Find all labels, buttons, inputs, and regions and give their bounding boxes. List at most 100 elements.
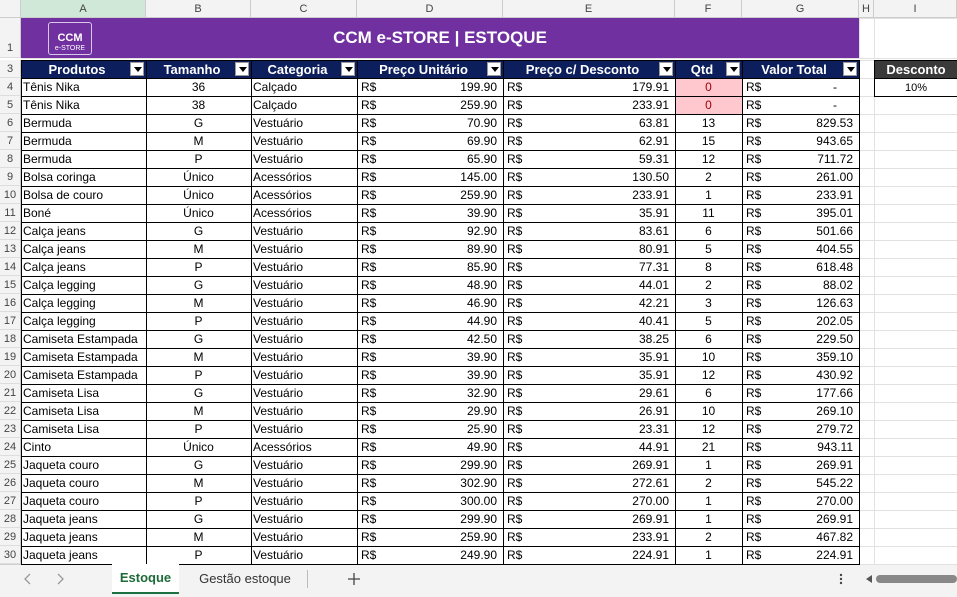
filter-button[interactable] [130, 62, 144, 76]
column-header[interactable]: C [251, 0, 357, 18]
cell-value: G [193, 332, 204, 346]
currency: R$ [746, 314, 762, 328]
cell-value: 2 [705, 278, 712, 292]
column-header[interactable]: G [742, 0, 859, 18]
currency: R$ [361, 422, 377, 436]
row-header[interactable]: 16 [0, 294, 21, 312]
sheet-tab[interactable]: Estoque [112, 564, 179, 594]
filter-button[interactable] [843, 62, 857, 76]
currency: R$ [361, 224, 377, 238]
row-header[interactable]: 7 [0, 132, 21, 150]
row-header[interactable]: 23 [0, 420, 21, 438]
row-header[interactable]: 13 [0, 240, 21, 258]
column-header[interactable]: B [146, 0, 251, 18]
currency: R$ [507, 494, 523, 508]
row-header[interactable]: 25 [0, 456, 21, 474]
row-header[interactable]: 6 [0, 114, 21, 132]
cell-value: 35.91 [638, 206, 669, 220]
cell-value: Único [183, 206, 214, 220]
add-sheet[interactable] [346, 571, 362, 587]
currency: R$ [361, 530, 377, 544]
cell-value: 25.90 [466, 422, 497, 436]
cell-value: M [193, 530, 204, 544]
cell-value: Vestuário [253, 134, 304, 148]
row-header[interactable]: 1 [0, 18, 21, 58]
row-header[interactable]: 20 [0, 366, 21, 384]
currency: R$ [507, 170, 523, 184]
cell-value: Calçado [253, 80, 298, 94]
cell-value: M [193, 476, 204, 490]
cell-value: M [193, 350, 204, 364]
grid-cell [874, 438, 957, 457]
scrollbar[interactable] [836, 572, 957, 586]
cell-value: 65.90 [466, 152, 497, 166]
cell-value: Camiseta Estampada [23, 368, 138, 382]
title-banner [21, 18, 859, 58]
row-header[interactable]: 26 [0, 474, 21, 492]
currency: R$ [361, 458, 377, 472]
row-header[interactable]: 12 [0, 222, 21, 240]
column-header[interactable]: E [503, 0, 675, 18]
row-header[interactable]: 11 [0, 204, 21, 222]
cell-value: 12 [701, 422, 716, 436]
filter-button[interactable] [659, 62, 673, 76]
row-header[interactable]: 28 [0, 510, 21, 528]
cell-value: 89.90 [466, 242, 497, 256]
currency: R$ [746, 386, 762, 400]
row-header[interactable]: 14 [0, 258, 21, 276]
currency: R$ [507, 458, 523, 472]
column-header[interactable]: I [874, 0, 957, 18]
cell-value: 32.90 [466, 386, 497, 400]
row-header[interactable]: 27 [0, 492, 21, 510]
currency: R$ [507, 368, 523, 382]
row-header[interactable]: 22 [0, 402, 21, 420]
column-header[interactable]: H [859, 0, 874, 18]
filter-button[interactable] [726, 62, 740, 76]
column-header[interactable]: A [21, 0, 146, 18]
grid-cell [874, 474, 957, 493]
currency: R$ [361, 188, 377, 202]
row-header[interactable]: 29 [0, 528, 21, 546]
currency: R$ [507, 242, 523, 256]
cell-value: 359.10 [816, 350, 853, 364]
row-header[interactable]: 30 [0, 546, 21, 564]
cell-value: 38.25 [638, 332, 669, 346]
tab-nav[interactable] [20, 572, 70, 586]
row-header[interactable]: 17 [0, 312, 21, 330]
cell-value: 49.90 [466, 440, 497, 454]
grid-cell [859, 132, 875, 151]
row-header[interactable]: 18 [0, 330, 21, 348]
cell-value: 70.90 [466, 116, 497, 130]
cell-value: 1 [705, 458, 712, 472]
row-header[interactable]: 21 [0, 384, 21, 402]
grid-cell [874, 18, 957, 59]
discount-value[interactable]: 10% [874, 78, 957, 97]
row-header[interactable]: 8 [0, 150, 21, 168]
row-header[interactable]: 5 [0, 96, 21, 114]
column-header[interactable]: D [357, 0, 503, 18]
cell-value: 430.92 [816, 368, 853, 382]
cell-value: 202.05 [816, 314, 853, 328]
cell-value: Vestuário [253, 476, 304, 490]
filter-button[interactable] [235, 62, 249, 76]
filter-button[interactable] [487, 62, 501, 76]
cell-value: P [194, 368, 203, 382]
cell-value: 259.90 [460, 188, 497, 202]
filter-button[interactable] [341, 62, 355, 76]
cell-value: 26.91 [638, 404, 669, 418]
row-header[interactable]: 19 [0, 348, 21, 366]
grid-cell [859, 474, 875, 493]
column-header[interactable]: F [675, 0, 742, 18]
row-header[interactable]: 15 [0, 276, 21, 294]
cell-value: Calçado [253, 98, 298, 112]
sheet-tab[interactable]: Gestão estoque [199, 571, 291, 586]
row-header[interactable]: 3 [0, 60, 21, 78]
row-header[interactable]: 4 [0, 78, 21, 96]
row-header[interactable]: 10 [0, 186, 21, 204]
cell-value: 177.66 [816, 386, 853, 400]
cell-value: 829.53 [816, 116, 853, 130]
cell-value: Calça jeans [23, 242, 86, 256]
row-header[interactable]: 24 [0, 438, 21, 456]
cell-value: 0 [705, 98, 712, 112]
row-header[interactable]: 9 [0, 168, 21, 186]
